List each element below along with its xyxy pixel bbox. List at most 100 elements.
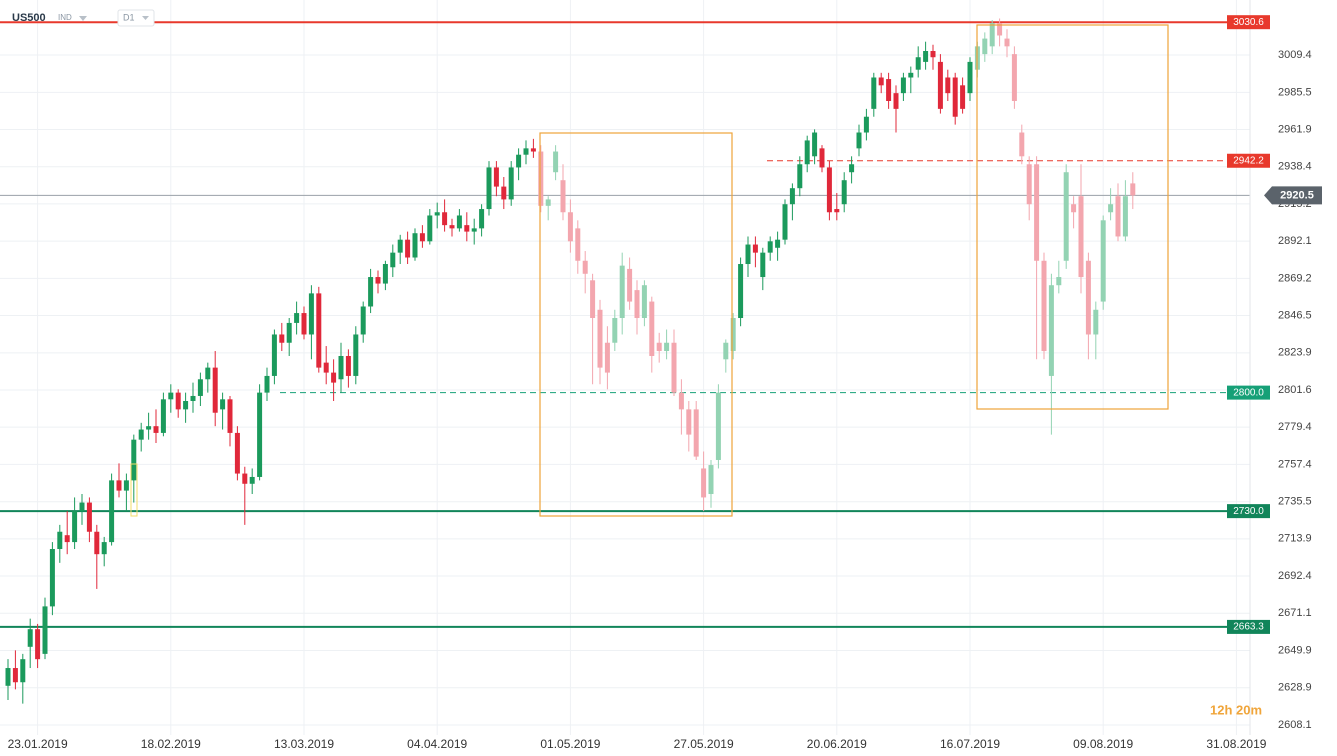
timeframe[interactable]: D1 (123, 12, 135, 22)
candle-body (183, 400, 189, 410)
candle-body (49, 548, 55, 607)
candle-body (1056, 277, 1062, 286)
x-tick-label: 13.03.2019 (274, 737, 334, 751)
candle-body (597, 309, 603, 368)
symbol[interactable]: US500 (12, 12, 46, 24)
candle-body (464, 225, 470, 232)
x-tick-label: 27.05.2019 (674, 737, 734, 751)
candle-body (234, 432, 240, 474)
candle-body (1071, 204, 1077, 213)
candle-body (863, 116, 869, 133)
timeframe-box[interactable] (117, 9, 155, 27)
y-tick-label: 2692.4 (1278, 570, 1312, 582)
candle-body (960, 85, 966, 109)
candle-body (1019, 132, 1025, 157)
candle-body (915, 57, 921, 70)
price-badge (1227, 504, 1270, 519)
candle-body (175, 392, 181, 410)
candle-body (560, 180, 566, 213)
candle-body (908, 72, 914, 78)
last-price-badge (1264, 186, 1322, 205)
candle-body (331, 372, 337, 383)
y-tick-label: 2608.1 (1278, 719, 1312, 731)
market[interactable]: IND (58, 13, 72, 22)
candle-body (693, 409, 699, 457)
candle-body (1078, 196, 1084, 278)
candle-body (738, 264, 744, 318)
candle-body (923, 51, 929, 62)
candle-body (627, 268, 633, 302)
candle-body (79, 502, 85, 512)
candle-body (871, 77, 877, 109)
candle-body (160, 399, 166, 433)
candle-body (1093, 309, 1099, 335)
candle-body (553, 151, 559, 173)
candle-body (27, 629, 33, 647)
candle-body (730, 317, 736, 352)
candle-body (1115, 196, 1121, 237)
x-tick-label: 31.08.2019 (1206, 737, 1266, 751)
candle-body (138, 429, 144, 440)
candle-body (471, 228, 477, 232)
candle-body (205, 367, 211, 380)
candle-body (412, 233, 418, 258)
candle-body (123, 480, 129, 491)
price-badge (1227, 153, 1270, 168)
candle-body (382, 264, 388, 284)
candle-body (982, 38, 988, 55)
x-tick-label: 04.04.2019 (407, 737, 467, 751)
candle-body (878, 77, 884, 86)
candle-body (64, 535, 70, 543)
candle-body (804, 140, 810, 165)
price-badge (1227, 619, 1270, 634)
candle-body (701, 468, 707, 498)
candles (5, 18, 1136, 704)
candle-body (664, 342, 670, 352)
candle-body (819, 148, 825, 168)
candle-body (775, 239, 781, 248)
highlight-box (539, 132, 733, 517)
candle-body (1034, 164, 1040, 261)
price-badge-label: 2942.2 (1233, 155, 1264, 166)
candle-body (308, 293, 314, 335)
candle-body (479, 209, 485, 229)
x-tick-label: 20.06.2019 (807, 737, 867, 751)
candle-body (116, 480, 122, 491)
y-tick-label: 2779.4 (1278, 421, 1312, 433)
candle-body (937, 61, 943, 109)
candle-body (42, 606, 48, 654)
candle-body (146, 426, 152, 430)
y-tick-label: 2938.4 (1278, 161, 1312, 173)
y-tick-label: 3009.4 (1278, 49, 1312, 61)
candle-body (826, 167, 832, 213)
candle-body (101, 542, 107, 555)
candle-body (301, 313, 307, 335)
candle-body (1130, 183, 1136, 196)
dropdown-icon[interactable] (79, 16, 87, 21)
candle-body (812, 132, 818, 157)
candle-body (856, 132, 862, 149)
candle-body (486, 167, 492, 210)
candle-body (590, 280, 596, 318)
candle-body (35, 629, 41, 660)
candle-body (109, 480, 115, 543)
candle-body (1085, 260, 1091, 335)
candle-body (686, 409, 692, 435)
y-tick-label: 2846.5 (1278, 309, 1312, 321)
candle-body (797, 164, 803, 189)
price-badge (1227, 385, 1270, 400)
candle-body (516, 154, 522, 168)
price-badge-label: 2800.0 (1233, 387, 1264, 398)
candle-body (286, 322, 292, 343)
y-tick-label: 2735.5 (1278, 496, 1312, 508)
candle-body (493, 167, 499, 187)
candle-body (715, 392, 721, 460)
candle-body (197, 379, 203, 396)
candle-body (220, 399, 226, 410)
candle-body (1048, 285, 1054, 376)
countdown: 12h 20m (1210, 702, 1262, 717)
dropdown-icon[interactable] (142, 16, 149, 20)
x-tick-label: 01.05.2019 (540, 737, 600, 751)
price-badge-label: 3030.6 (1233, 17, 1264, 28)
